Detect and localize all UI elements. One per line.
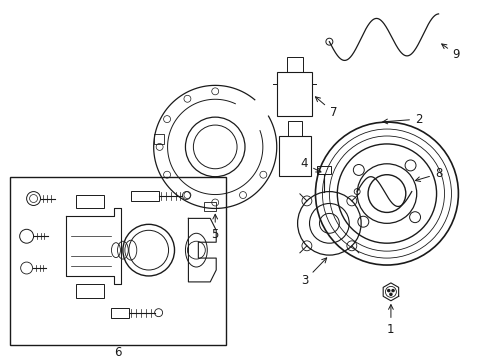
Text: 4: 4 (300, 157, 320, 172)
Text: 7: 7 (315, 97, 336, 119)
Bar (286, 57, 302, 72)
Text: 9: 9 (441, 44, 459, 61)
Text: 6: 6 (114, 346, 122, 359)
Text: 3: 3 (300, 258, 326, 287)
Bar (76, 284, 104, 298)
Bar (276, 72, 312, 116)
Circle shape (389, 293, 391, 296)
Bar (278, 136, 310, 176)
Bar (317, 166, 331, 174)
Text: 8: 8 (415, 167, 441, 181)
Bar (153, 134, 163, 144)
Circle shape (387, 289, 389, 292)
Bar (131, 190, 158, 201)
Text: 2: 2 (382, 113, 422, 126)
Bar (287, 121, 301, 136)
Bar (204, 202, 216, 211)
Bar (76, 194, 104, 208)
Bar (10, 177, 225, 346)
Text: 5: 5 (211, 214, 219, 241)
Bar (111, 308, 129, 318)
Circle shape (391, 289, 393, 292)
Text: 1: 1 (386, 305, 394, 336)
